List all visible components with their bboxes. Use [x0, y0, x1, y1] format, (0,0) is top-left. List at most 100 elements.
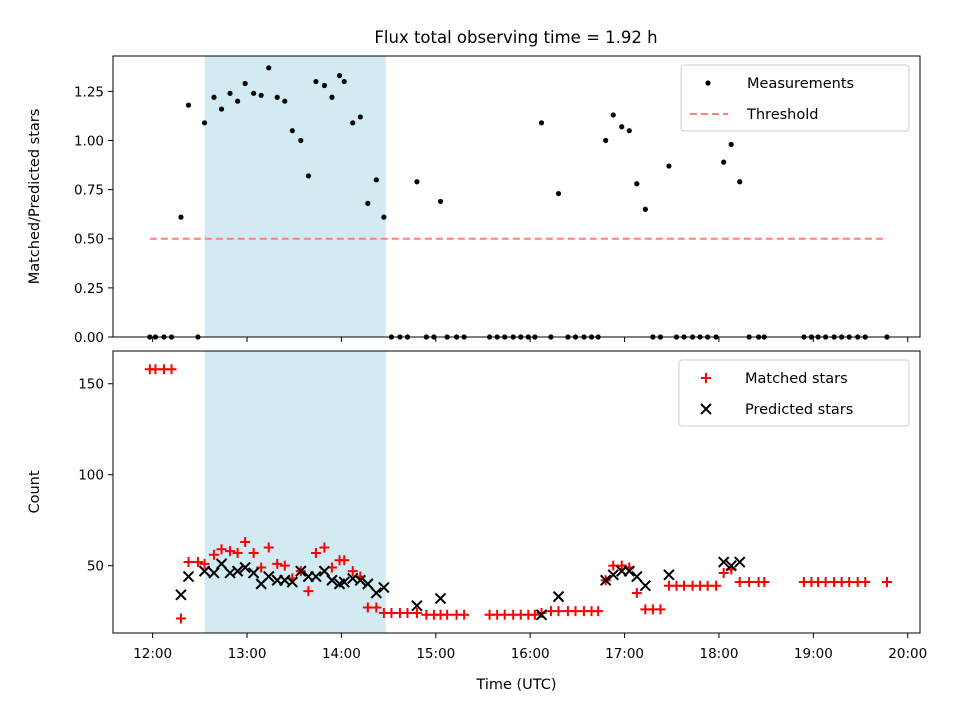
axes-frame: [112, 55, 921, 338]
predicted-star-marker: [310, 570, 322, 583]
measurement-point: [266, 65, 272, 71]
matched-star-marker: [279, 560, 290, 571]
measurement-point: [437, 198, 444, 205]
measurement-point: [610, 112, 616, 118]
legend-label: Threshold: [746, 107, 818, 123]
matched-star-marker: [208, 549, 219, 560]
measurement-point: [357, 114, 363, 120]
measurement-point: [218, 106, 225, 112]
predicted-star-marker: [263, 570, 275, 583]
y-tick-label: 0.75: [74, 183, 104, 199]
predicted-star-marker: [434, 592, 447, 605]
matched-star-marker: [248, 547, 259, 558]
measurement-point: [619, 124, 625, 130]
y-tick-label: 1.00: [74, 133, 104, 149]
matched-star-marker: [536, 607, 547, 618]
measurement-point: [642, 206, 648, 212]
matched-star-marker: [371, 602, 382, 613]
predicted-star-marker: [370, 587, 383, 599]
predicted-star-marker: [295, 565, 307, 577]
matched-star-marker: [702, 580, 713, 591]
legend: Measurements Threshold: [680, 64, 910, 132]
measurement-point: [555, 190, 562, 197]
matched-star-marker: [232, 547, 243, 558]
measurement-point: [321, 82, 328, 89]
measurement-point: [728, 141, 734, 148]
measurement-point: [538, 120, 545, 126]
y-axis-label: Matched/Predicted stars: [27, 109, 43, 285]
matched-star-marker: [240, 537, 251, 548]
bottom-panel: 50 100 150 12:00 13:00 14:00 15:00 16:00 17:00 18…: [27, 350, 927, 693]
measurement-point: [341, 78, 347, 85]
measurement-point: [721, 159, 727, 165]
x-tick-label: 17:00: [605, 646, 644, 662]
matched-star-marker: [679, 580, 690, 591]
x-tick-label: 13:00: [228, 646, 267, 662]
y-tick-label: 1.25: [74, 84, 104, 100]
legend-label: Predicted stars: [745, 402, 853, 418]
x-tick-label: 15:00: [416, 646, 455, 662]
measurement-point: [282, 98, 288, 104]
predicted-star-marker: [198, 565, 211, 577]
measurement-point: [234, 98, 241, 104]
measurement-point: [289, 128, 295, 134]
y-tick-label: 0.50: [74, 232, 104, 248]
measurement-point: [373, 177, 379, 183]
x-tick-label: 18:00: [700, 646, 739, 662]
matched-star-marker: [166, 364, 177, 375]
legend-marker-measurements: [705, 80, 711, 86]
predicted-star-marker: [208, 567, 220, 579]
predicted-star-marker: [599, 574, 612, 586]
y-tick-label: 100: [78, 468, 104, 484]
x-tick-label: 19:00: [794, 646, 833, 662]
predicted-star-marker: [378, 581, 390, 594]
predicted-star-marker: [231, 565, 244, 577]
matched-star-marker: [631, 587, 642, 598]
matched-star-marker: [608, 560, 619, 571]
legend: Matched stars Predicted stars: [678, 359, 910, 427]
matched-star-marker: [175, 613, 186, 624]
matched-star-marker: [860, 577, 871, 588]
matched-star-marker: [844, 577, 855, 588]
predicted-star-marker: [552, 590, 565, 603]
matched-star-marker: [718, 567, 729, 578]
matched-star-marker: [310, 547, 321, 558]
matched-star-marker: [553, 606, 564, 617]
matched-star-marker: [459, 609, 470, 620]
predicted-star-marker: [247, 567, 260, 579]
matched-star-marker: [570, 606, 581, 617]
x-tick-label: 12:00: [133, 646, 172, 662]
matched-star-marker: [881, 577, 892, 588]
shaded-observing-span: [204, 351, 386, 633]
matched-star-marker: [362, 602, 373, 613]
predicted-star-marker: [623, 565, 635, 577]
measurement-point: [336, 73, 343, 79]
measurement-point: [201, 120, 208, 126]
series-measurements: [147, 65, 890, 340]
legend-marker-predicted: [700, 403, 712, 415]
legend-marker-matched: [701, 373, 711, 383]
matched-star-marker: [711, 580, 722, 591]
predicted-star-marker: [734, 556, 746, 568]
y-tick-label: 150: [78, 377, 104, 393]
predicted-star-marker: [717, 556, 730, 568]
x-tick-label: 20:00: [888, 646, 927, 662]
matched-star-marker: [529, 609, 540, 620]
measurement-point: [603, 137, 609, 144]
y-tick-label: 0.00: [74, 330, 104, 346]
y-axis-label: Count: [27, 470, 43, 513]
x-tick-label: 16:00: [511, 646, 550, 662]
predicted-star-marker: [215, 558, 228, 570]
measurement-point: [274, 94, 280, 100]
measurement-point: [381, 214, 387, 220]
matched-star-marker: [655, 604, 666, 615]
predicted-star-marker: [607, 569, 619, 581]
predicted-star-marker: [411, 600, 423, 612]
x-tick-label: 14:00: [322, 646, 361, 662]
legend-box: [678, 359, 910, 427]
matched-star-marker: [442, 609, 453, 620]
measurement-point: [298, 137, 304, 144]
predicted-star-marker: [182, 570, 195, 583]
chart-title: Flux total observing time = 1.92 h: [374, 28, 657, 47]
